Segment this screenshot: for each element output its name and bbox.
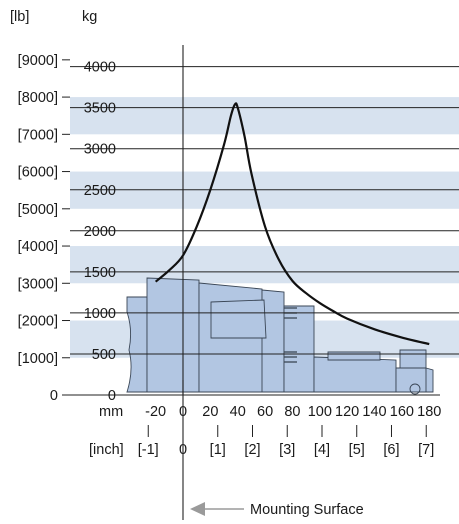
part-flat-plate [327, 351, 381, 361]
lb-tick-label: [6000] [18, 165, 58, 181]
mm-tick-label: 20 [202, 404, 218, 420]
mm-tick-label: 60 [257, 404, 273, 420]
kg-tick-label: 3500 [84, 101, 116, 117]
lb-tick-label: [8000] [18, 90, 58, 106]
part-base-left [126, 296, 148, 393]
lb-tick-label: [9000] [18, 53, 58, 69]
arrow-left-icon [190, 502, 205, 516]
inch-tick-label: [1] [210, 442, 226, 458]
lb-tick-label: [4000] [18, 239, 58, 255]
kg-tick-label: 2000 [84, 224, 116, 240]
part-block [261, 289, 285, 393]
kg-tick-label: 1000 [84, 306, 116, 322]
kg-tick-label: 3000 [84, 142, 116, 158]
kg-tick-label: 0 [108, 388, 116, 404]
lb-unit-label: [lb] [10, 9, 29, 25]
lb-tick-label: [1000] [18, 351, 58, 367]
part-low-block [313, 356, 397, 393]
mm-unit-label: mm [99, 404, 123, 420]
mm-tick-label: 120 [335, 404, 359, 420]
kg-tick-label: 500 [92, 347, 116, 363]
mm-tick-label: 180 [417, 404, 441, 420]
inch-tick-label: [3] [279, 442, 295, 458]
part-right-module [283, 305, 315, 393]
mm-tick-label: 140 [362, 404, 386, 420]
gridlines [70, 45, 459, 396]
lb-axis: 0 [1000] [2000] [3000] [4000] [5000] [6000] [70… [18, 53, 70, 404]
kg-tick-label: 1500 [84, 265, 116, 281]
part-end-top [399, 349, 427, 369]
kg-tick-label: 2500 [84, 183, 116, 199]
part-end-tab [425, 367, 434, 393]
inch-tick-label: [2] [244, 442, 260, 458]
part-end-ring [409, 383, 421, 395]
lb-tick-label: [7000] [18, 127, 58, 143]
part-end-stack [395, 367, 429, 393]
lb-tick-label: [5000] [18, 202, 58, 218]
inch-tick-label: [7] [418, 442, 434, 458]
product-silhouette [126, 277, 434, 395]
mounting-surface-label: Mounting Surface [250, 502, 364, 518]
mm-tick-label: 40 [230, 404, 246, 420]
band-3000 [70, 246, 459, 284]
lb-tick-label: [3000] [18, 276, 58, 292]
mm-tick-label: 80 [284, 404, 300, 420]
kg-unit-label: kg [82, 9, 97, 25]
band-7000 [70, 97, 459, 135]
mm-tick-label: -20 [145, 404, 166, 420]
inch-tick-label: [5] [349, 442, 365, 458]
part-body-left [146, 277, 200, 393]
inch-unit-label: [inch] [89, 442, 124, 458]
kg-tick-label: 4000 [84, 60, 116, 76]
kg-axis: 0 500 1000 1500 2000 2500 3000 3500 4000 [84, 60, 116, 404]
mm-tick-label: 160 [390, 404, 414, 420]
load-curve-series-0 [154, 102, 430, 346]
mm-tick-label: 100 [308, 404, 332, 420]
lb-tick-label: [2000] [18, 314, 58, 330]
inch-tick-label: [4] [314, 442, 330, 458]
inch-tick-label: [6] [383, 442, 399, 458]
inch-tick-label: [-1] [138, 442, 159, 458]
load-curve-layer [154, 102, 430, 346]
part-inner-plate [210, 299, 267, 339]
lb-tick-label: 0 [50, 388, 58, 404]
mounting-surface-annotation: Mounting Surface [182, 380, 364, 520]
